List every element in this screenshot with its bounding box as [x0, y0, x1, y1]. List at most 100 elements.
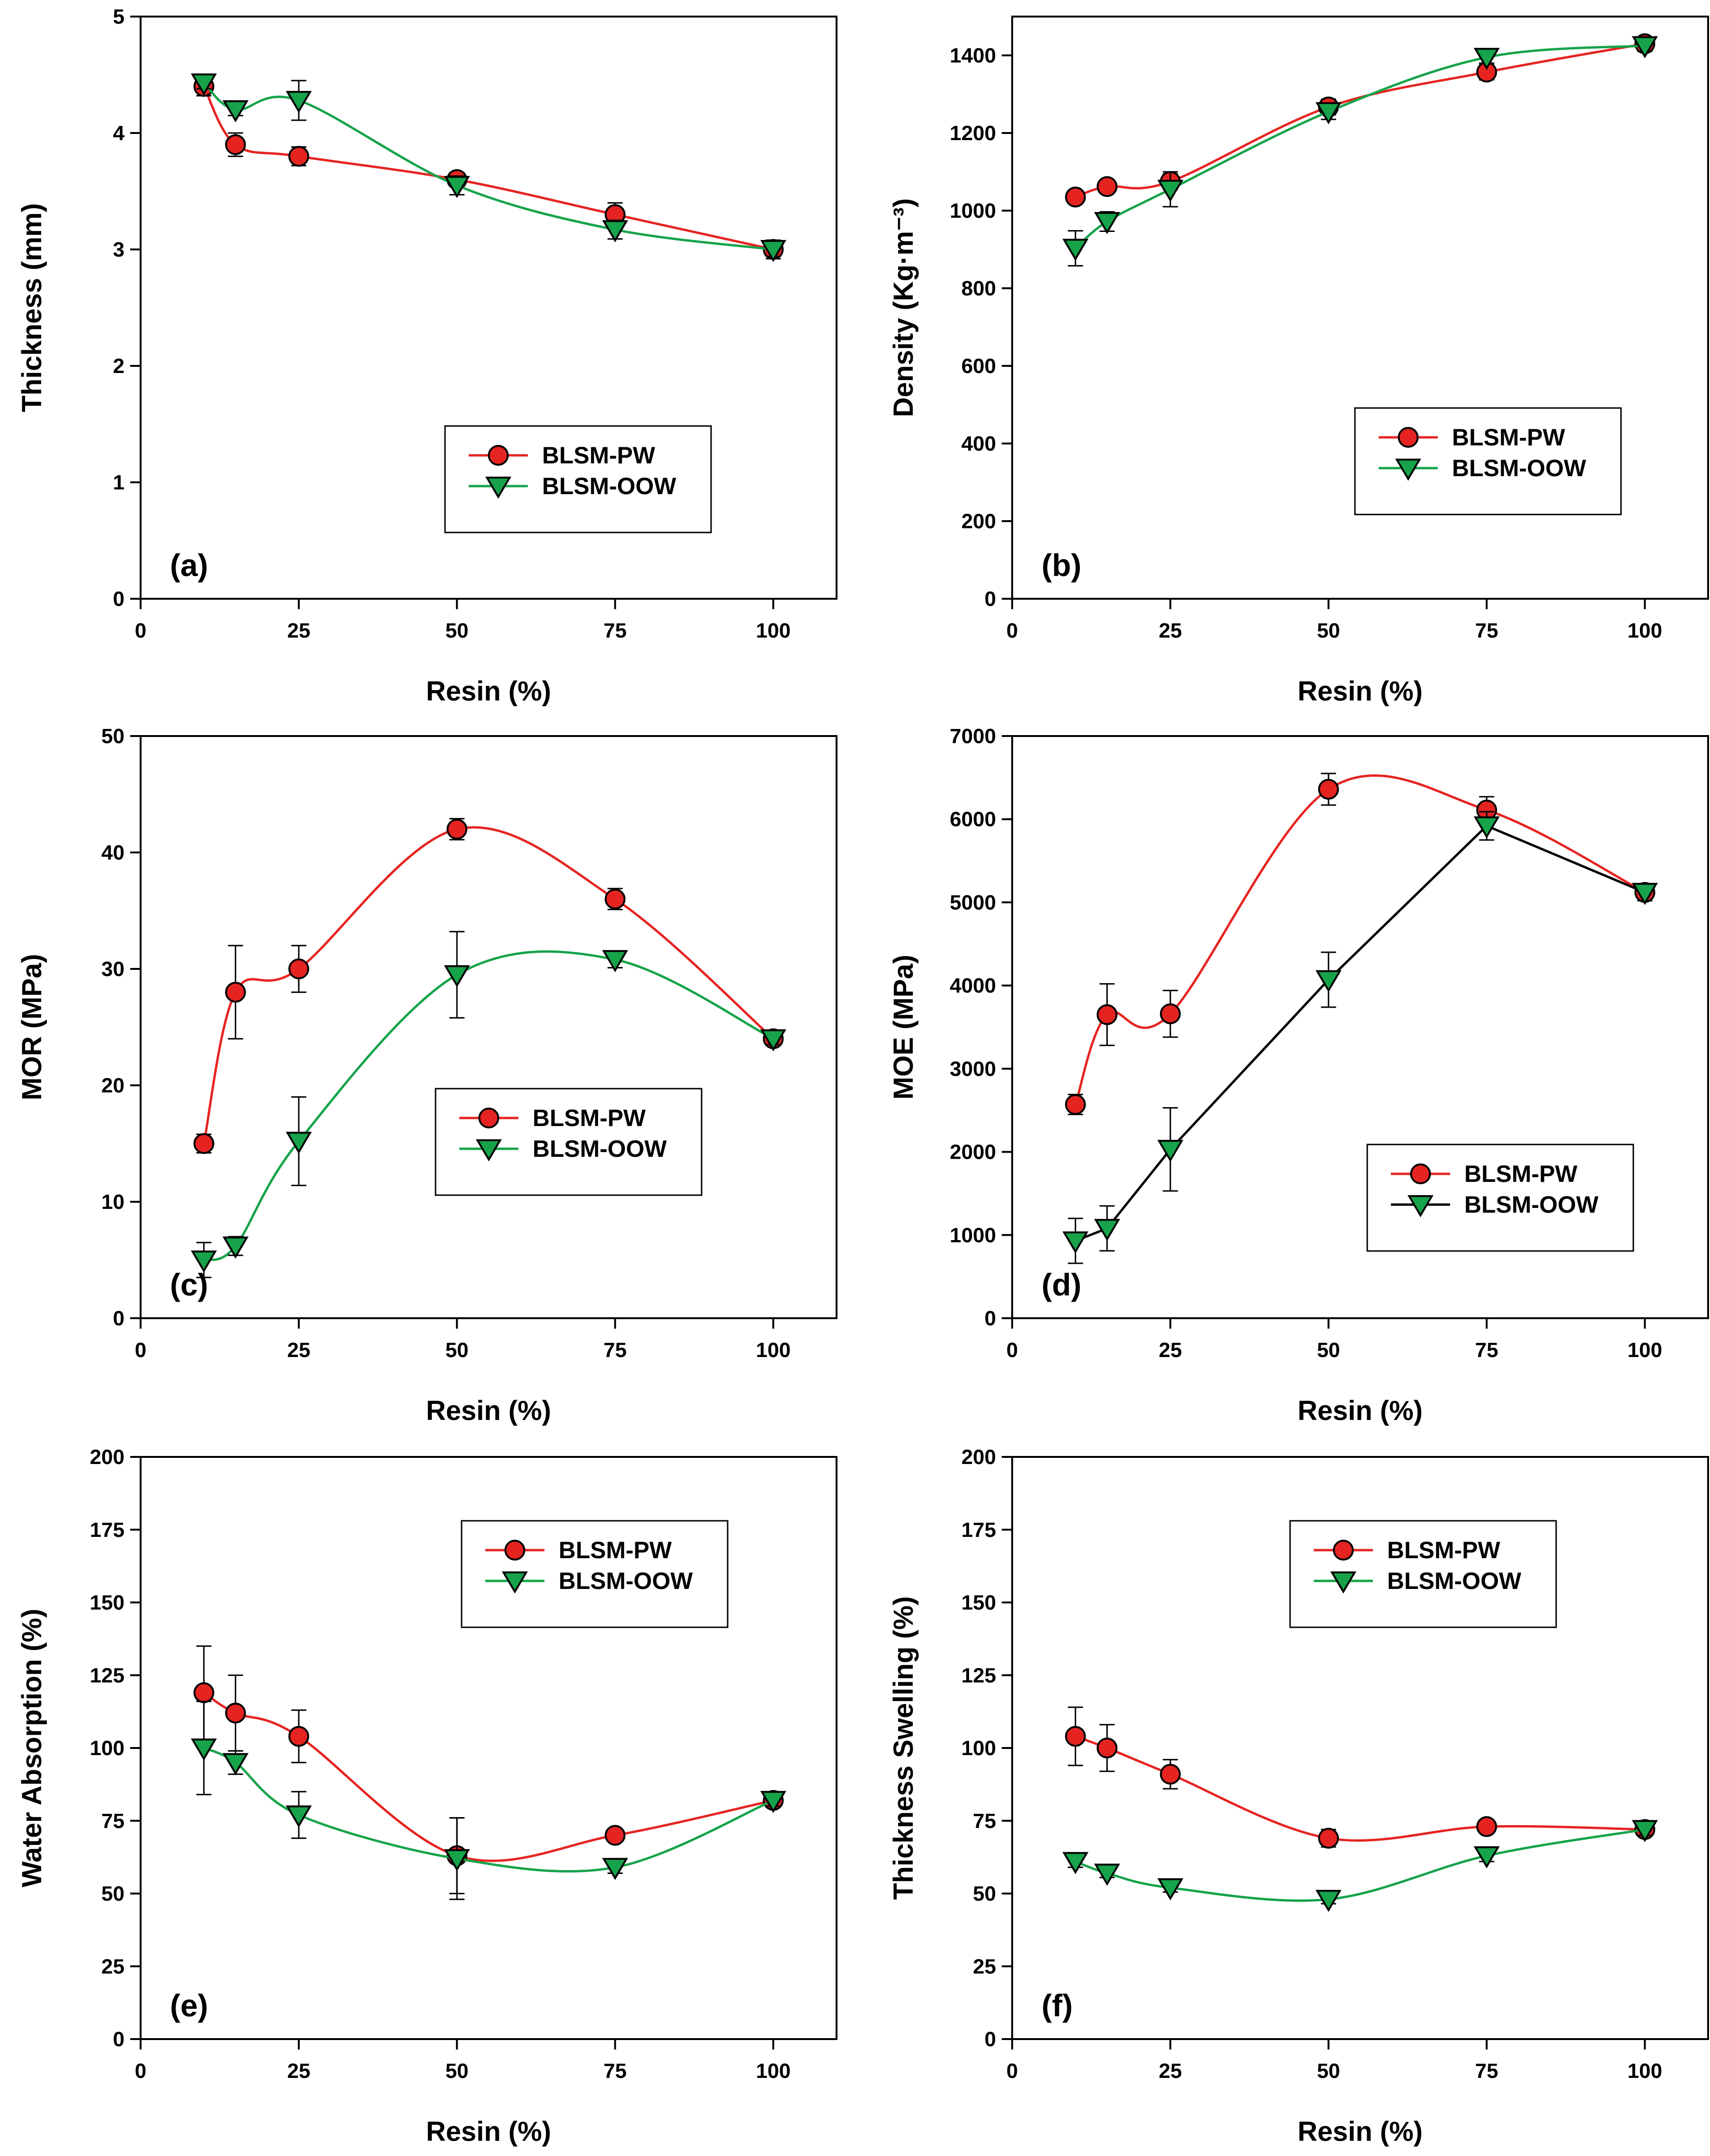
x-tick-label: 100 [756, 1339, 791, 1362]
data-point [223, 100, 249, 123]
x-tick-label: 0 [135, 619, 146, 642]
x-tick-label: 50 [1317, 1339, 1340, 1362]
y-tick-label: 30 [101, 958, 125, 981]
data-point [1096, 1004, 1118, 1025]
y-tick-label: 1 [113, 471, 125, 494]
y-tick-label: 5 [113, 5, 125, 28]
x-tick-label: 25 [1159, 1339, 1182, 1362]
y-axis-label: MOE (MPa) [888, 955, 919, 1100]
y-tick-label: 0 [113, 2028, 125, 2051]
legend-marker [502, 1571, 528, 1594]
x-tick-label: 0 [135, 1339, 146, 1362]
y-tick-label: 2 [113, 355, 125, 378]
y-tick-label: 25 [973, 1955, 996, 1978]
y-tick-label: 6000 [950, 808, 996, 831]
y-tick-label: 125 [962, 1664, 996, 1687]
data-point [285, 91, 312, 113]
legend: BLSM-PW BLSM-OOW [444, 425, 712, 533]
data-point [1062, 239, 1089, 261]
x-tick-label: 100 [756, 2059, 791, 2083]
x-tick-label: 75 [604, 619, 627, 642]
y-tick-label: 0 [113, 587, 125, 611]
panel-label: (c) [170, 1267, 208, 1302]
y-tick-label: 10 [101, 1190, 125, 1214]
legend-label: BLSM-OOW [559, 1568, 693, 1594]
data-point [1096, 1738, 1118, 1758]
y-tick-label: 100 [90, 1737, 125, 1760]
data-point [288, 146, 310, 167]
chart-panel-d: 0 1000 2000 3000 4000 5000 6000 7000 0 25 50 75 100 R… [888, 725, 1709, 1426]
data-point [605, 888, 626, 910]
y-tick-label: 1000 [950, 1224, 996, 1247]
y-axis-label: Density (Kg·m⁻³) [888, 198, 919, 417]
data-point [1160, 1003, 1181, 1024]
data-point [193, 1133, 214, 1154]
x-tick-label: 0 [135, 2059, 146, 2083]
data-point [288, 958, 310, 979]
legend-label: BLSM-PW [533, 1105, 646, 1131]
legend-label: BLSM-PW [1387, 1537, 1501, 1563]
legend: BLSM-PW BLSM-OOW [461, 1520, 729, 1628]
series-line [203, 82, 774, 251]
data-point [1318, 779, 1339, 800]
data-point [760, 240, 786, 262]
x-tick-label: 25 [287, 1339, 311, 1362]
data-point [1096, 176, 1118, 197]
legend-label: BLSM-OOW [533, 1136, 667, 1162]
x-tick-label: 75 [604, 1339, 627, 1362]
data-point [1473, 48, 1500, 70]
y-tick-label: 200 [962, 1446, 996, 1469]
data-point [1315, 102, 1342, 124]
legend-marker [1407, 1195, 1434, 1217]
panel-label: (d) [1042, 1267, 1081, 1302]
y-tick-label: 1000 [950, 199, 996, 222]
x-tick-label: 100 [1628, 2059, 1662, 2083]
data-point [191, 73, 217, 96]
series-blsm-oow [1062, 36, 1658, 266]
series-line [203, 1692, 774, 1862]
y-tick-label: 2000 [950, 1141, 996, 1164]
x-axis-label: Resin (%) [426, 1395, 551, 1426]
y-axis-label: Thickness (mm) [17, 203, 47, 412]
data-point [223, 1236, 249, 1259]
series-line [203, 1747, 774, 1873]
y-tick-label: 200 [962, 510, 996, 533]
data-point [1065, 186, 1086, 208]
data-point [285, 1132, 312, 1154]
x-axis-label: Resin (%) [426, 2116, 551, 2147]
series-blsm-pw [1065, 1706, 1656, 1849]
data-point [1062, 1852, 1089, 1874]
y-tick-label: 1400 [950, 44, 996, 67]
series-line [1075, 42, 1645, 198]
data-point [1065, 1094, 1086, 1115]
data-point [1065, 1726, 1086, 1747]
legend-marker [476, 1139, 502, 1162]
plot-frame [140, 16, 837, 600]
y-tick-label: 400 [962, 432, 996, 455]
legend-label: BLSM-OOW [1452, 455, 1586, 481]
legend-label: BLSM-OOW [1464, 1191, 1599, 1218]
y-tick-label: 5000 [950, 891, 996, 914]
x-tick-label: 0 [1006, 619, 1018, 642]
y-tick-label: 50 [101, 725, 125, 748]
y-tick-label: 200 [90, 1446, 125, 1469]
y-tick-label: 4 [113, 122, 125, 145]
legend-marker [1395, 459, 1421, 481]
panel-label: (f) [1042, 1988, 1073, 2023]
panel-label: (a) [170, 548, 208, 583]
data-point [1631, 1820, 1658, 1842]
x-tick-label: 75 [1475, 1339, 1498, 1362]
y-tick-label: 75 [973, 1810, 996, 1833]
series-blsm-oow [191, 73, 786, 262]
y-tick-label: 50 [101, 1882, 125, 1906]
data-point [605, 1825, 626, 1846]
data-point [1476, 1816, 1497, 1837]
x-tick-label: 100 [756, 619, 791, 642]
legend-marker [488, 445, 509, 466]
x-tick-label: 100 [1628, 619, 1662, 642]
data-point [1315, 1890, 1342, 1912]
series-blsm-pw [1065, 772, 1656, 1115]
legend-marker [1398, 427, 1419, 448]
y-axis-label: MOR (MPa) [17, 954, 47, 1100]
